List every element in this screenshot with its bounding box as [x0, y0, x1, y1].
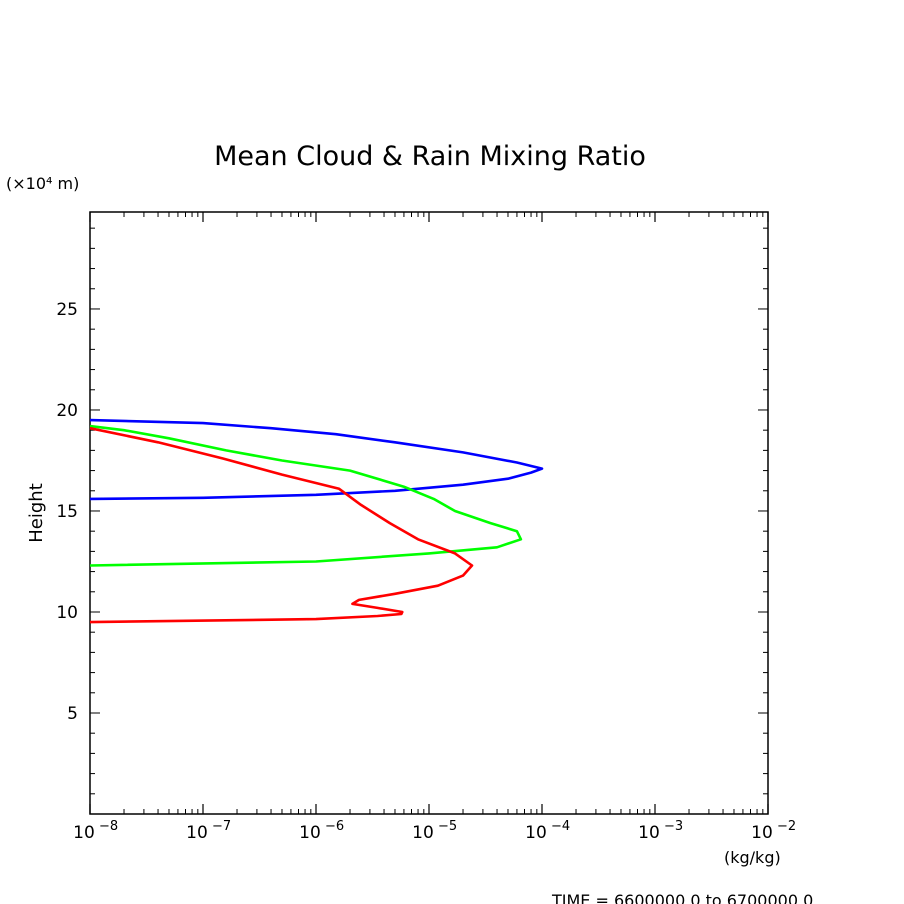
y-tick-label: 20 — [56, 401, 78, 421]
x-tick-exponent: −5 — [438, 819, 457, 834]
y-tick-label: 25 — [56, 300, 78, 320]
axis-ticks — [89, 212, 769, 814]
x-tick-label: 10 — [73, 823, 95, 843]
x-tick-label: 10 — [638, 823, 660, 843]
series-line-3 — [89, 426, 474, 624]
x-tick-label: 10 — [751, 823, 773, 843]
x-tick-label: 10 — [412, 823, 434, 843]
series-lines — [89, 418, 544, 624]
x-tick-label: 10 — [525, 823, 547, 843]
x-tick-exponent: −4 — [551, 819, 570, 834]
y-tick-label: 5 — [67, 704, 78, 724]
x-tick-exponent: −3 — [664, 819, 683, 834]
y-axis-unit: (×10⁴ m) — [6, 174, 79, 193]
footer-time: TIME = 6600000.0 to 6700000.0 — [551, 891, 813, 904]
x-tick-exponent: −6 — [325, 819, 344, 834]
x-tick-label: 10 — [186, 823, 208, 843]
x-tick-label: 10 — [299, 823, 321, 843]
x-tick-exponent: −7 — [212, 819, 231, 834]
axis-tick-labels: 5 10 15 20 25 10 −8 10 −7 10 −6 10 −5 10 −4 10 −3 10 −2 — [56, 300, 796, 843]
chart-title: Mean Cloud & Rain Mixing Ratio — [214, 141, 646, 172]
x-axis-unit: (kg/kg) — [724, 848, 781, 867]
y-axis-label: Height — [26, 483, 47, 543]
y-tick-label: 10 — [56, 603, 78, 623]
y-tick-label: 15 — [56, 502, 78, 522]
series-line-1 — [89, 418, 544, 501]
series-line-2 — [89, 424, 523, 567]
x-tick-exponent: −8 — [99, 819, 118, 834]
x-tick-exponent: −2 — [777, 819, 796, 834]
plot-frame — [89, 211, 769, 815]
